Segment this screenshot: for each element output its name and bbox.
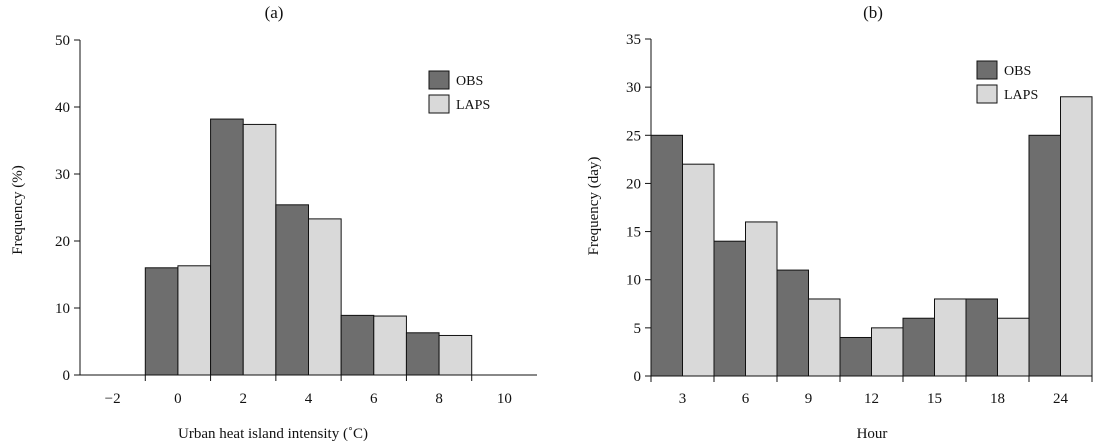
y-tick-label: 20 (55, 234, 70, 250)
x-tick-label: 8 (435, 391, 443, 407)
bar-laps-8 (438, 334, 473, 376)
y-tick-label: 10 (626, 273, 641, 289)
x-tick-label: 0 (174, 391, 182, 407)
chart-b-x-ticks: 3 6 9 12 15 18 24 (650, 376, 1093, 407)
legend-label-laps: LAPS (1004, 88, 1038, 103)
bar-laps-6 (373, 315, 407, 376)
chart-b-axes (650, 39, 1092, 377)
legend-swatch-laps (428, 94, 450, 114)
y-tick-label: 50 (55, 33, 70, 49)
chart-a: (a) Frequency (%) Urban heat island inte… (10, 3, 537, 442)
x-tick-label: 6 (742, 391, 750, 407)
chart-b: (b) Frequency (day) Hour 05101520253035 … (586, 3, 1093, 442)
y-tick-label: 40 (55, 100, 70, 116)
chart-b-y-ticks: 0 5 10 15 20 25 30 35 (626, 32, 651, 385)
chart-b-ylabel: Frequency (day) (586, 157, 602, 256)
legend-label-laps: LAPS (456, 98, 490, 113)
chart-a-title: (a) (265, 3, 284, 22)
bar-obs-2 (210, 118, 244, 376)
x-tick-label: 15 (927, 391, 942, 407)
bar-obs-4 (275, 204, 310, 376)
x-tick-label: 3 (679, 391, 687, 407)
x-tick-label: 6 (370, 391, 378, 407)
y-tick-label: 10 (55, 301, 70, 317)
bar-laps-3 (682, 163, 715, 377)
bar-obs-0 (144, 267, 179, 376)
y-tick-label: 0 (63, 368, 71, 384)
bar-obs-3 (650, 134, 683, 377)
chart-a-xlabel: Urban heat island intensity (˚C) (178, 426, 368, 442)
bar-laps-6 (745, 221, 778, 377)
bar-obs-24 (1028, 134, 1061, 377)
chart-a-legend: OBS LAPS (428, 70, 490, 114)
bar-obs-15 (902, 317, 935, 377)
x-tick-label: 4 (305, 391, 313, 407)
bar-obs-6 (340, 314, 375, 376)
y-tick-label: 35 (626, 32, 641, 48)
bar-laps-9 (808, 298, 841, 377)
y-tick-label: 5 (634, 321, 642, 337)
bar-laps-24 (1060, 96, 1093, 377)
bar-laps-4 (308, 218, 342, 376)
y-tick-label: 20 (626, 176, 641, 192)
x-tick-label: 24 (1053, 391, 1069, 407)
chart-a-y-ticks: 0 10 20 30 40 50 (55, 33, 80, 384)
bar-obs-9 (776, 269, 809, 377)
y-tick-label: 0 (634, 369, 642, 385)
y-tick-label: 25 (626, 128, 641, 144)
bar-laps-2 (242, 123, 277, 376)
chart-a-ylabel: Frequency (%) (10, 165, 26, 255)
chart-a-x-ticks: −2 0 2 4 6 8 10 (105, 375, 512, 407)
x-tick-label: 12 (864, 391, 879, 407)
bar-laps-0 (177, 265, 212, 376)
x-tick-label: 2 (239, 391, 247, 407)
bar-obs-6 (713, 240, 746, 377)
chart-a-axes (79, 40, 537, 376)
legend-swatch-obs (976, 60, 998, 80)
x-tick-label: −2 (105, 391, 121, 407)
chart-b-xlabel: Hour (857, 426, 888, 442)
legend-label-obs: OBS (456, 74, 483, 89)
chart-b-title: (b) (863, 3, 883, 22)
y-tick-label: 15 (626, 225, 641, 241)
y-tick-label: 30 (55, 167, 70, 183)
legend-label-obs: OBS (1004, 64, 1031, 79)
bar-laps-18 (997, 317, 1030, 377)
x-tick-label: 18 (990, 391, 1005, 407)
y-tick-label: 30 (626, 80, 641, 96)
bar-obs-8 (405, 332, 440, 376)
bar-obs-12 (839, 336, 872, 377)
x-tick-label: 10 (497, 391, 512, 407)
chart-b-legend: OBS LAPS (976, 60, 1038, 104)
bar-laps-12 (871, 327, 904, 377)
bar-laps-15 (934, 298, 967, 377)
bar-obs-18 (965, 298, 998, 377)
x-tick-label: 9 (805, 391, 813, 407)
chart-b-bars (650, 96, 1093, 377)
chart-a-bars (144, 118, 473, 376)
legend-swatch-laps (976, 84, 998, 104)
legend-swatch-obs (428, 70, 450, 90)
